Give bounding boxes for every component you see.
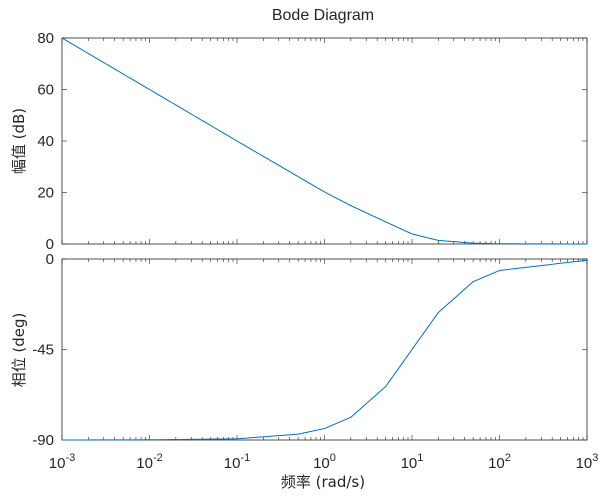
x-tick-exponent: 1 <box>417 452 423 464</box>
x-axis-label: 频率 (rad/s) <box>281 473 365 491</box>
x-tick-base: 10 <box>224 455 241 472</box>
magnitude-series-line <box>61 37 588 245</box>
x-tick-labels: 10-3 10-2 10-1 100 101 102 103 <box>49 452 599 472</box>
phase-ylabel: 相位 (deg) <box>10 313 28 388</box>
magnitude-ylabel: 幅值 (dB) <box>10 108 28 174</box>
y-tick-label: -90 <box>32 432 54 449</box>
x-tick-base: 10 <box>313 455 330 472</box>
phase-y-ticks: 0 -45 -90 <box>32 251 587 449</box>
x-tick-label: 101 <box>401 452 424 472</box>
x-tick-label: 10-3 <box>49 452 75 472</box>
chart-title: Bode Diagram <box>272 7 374 24</box>
y-tick-label: 0 <box>46 251 54 268</box>
x-tick-label: 10-1 <box>224 452 250 472</box>
x-tick-exponent: -3 <box>65 452 75 464</box>
x-tick-label: 102 <box>488 452 511 472</box>
x-tick-base: 10 <box>49 455 66 472</box>
y-tick-label: 40 <box>37 133 54 150</box>
magnitude-axes: 0 20 40 60 80 <box>37 30 588 253</box>
x-tick-exponent: 2 <box>505 452 511 464</box>
y-tick-label: 0 <box>46 236 54 253</box>
x-tick-label: 100 <box>313 452 336 472</box>
phase-series-line <box>61 259 588 441</box>
y-tick-label: 20 <box>37 185 54 202</box>
y-tick-label: -45 <box>32 342 54 359</box>
x-tick-label: 10-2 <box>136 452 162 472</box>
x-tick-base: 10 <box>488 455 505 472</box>
y-tick-label: 60 <box>37 82 54 99</box>
x-tick-exponent: -1 <box>240 452 250 464</box>
y-tick-label: 80 <box>37 30 54 47</box>
magnitude-y-ticks: 0 20 40 60 80 <box>37 30 587 253</box>
phase-axes: 0 -45 -90 <box>32 251 588 449</box>
x-tick-base: 10 <box>576 455 593 472</box>
x-tick-exponent: 3 <box>592 452 598 464</box>
x-tick-base: 10 <box>136 455 153 472</box>
phase-x-ticks <box>61 259 588 440</box>
x-tick-exponent: 0 <box>330 452 336 464</box>
x-tick-label: 103 <box>576 452 599 472</box>
magnitude-x-ticks <box>61 38 588 244</box>
x-tick-base: 10 <box>401 455 418 472</box>
x-tick-exponent: -2 <box>153 452 163 464</box>
phase-plot-area <box>61 258 588 441</box>
magnitude-plot-area <box>61 37 588 245</box>
